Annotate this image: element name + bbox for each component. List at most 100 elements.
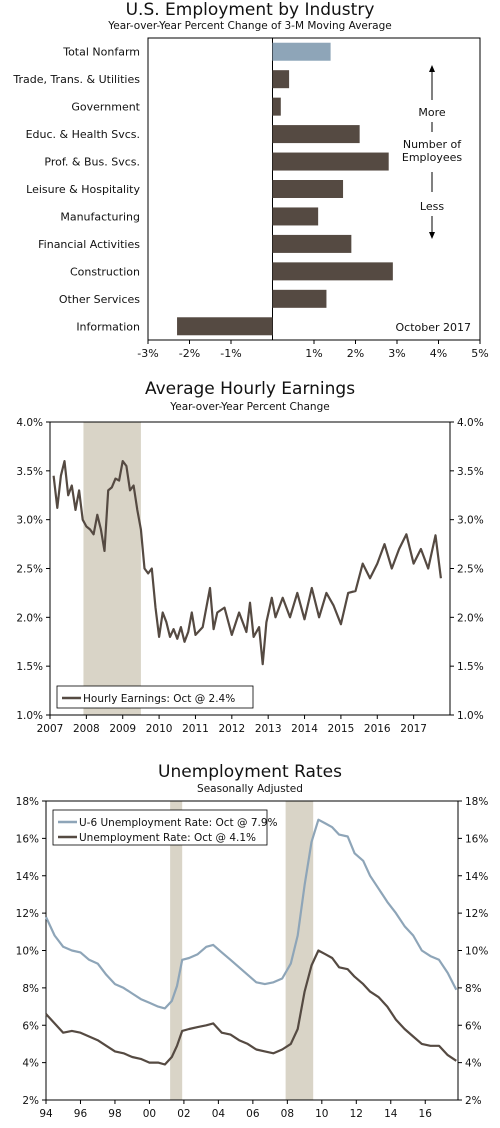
earnings-line-chart: 4.0% 4.0% 3.5% 3.5% 3.0% 3.0% 2.5% 2.5% 2.0% 2.0%… — [16, 417, 484, 735]
arrow-down-head — [429, 232, 435, 239]
x-tick-label: 1% — [305, 347, 322, 360]
y-tick-label-left: 4% — [22, 1058, 39, 1070]
x-tick-label: 2013 — [255, 723, 282, 735]
x-tick-label: 2014 — [291, 723, 318, 735]
x-tick-label: 2012 — [218, 723, 245, 735]
legend-box — [52, 809, 268, 846]
y-tick-label-right: 18% — [465, 796, 488, 808]
y-tick-label-left: 2% — [22, 1095, 39, 1107]
annotation-number: Number of — [403, 138, 462, 151]
earnings-panel: Average Hourly Earnings Year-over-Year P… — [0, 375, 500, 745]
y-tick-label-right: 1.5% — [457, 661, 484, 673]
legend-label: Hourly Earnings: Oct @ 2.4% — [83, 693, 235, 705]
bar — [272, 97, 281, 116]
y-tick-label-right: 12% — [465, 908, 488, 920]
annotation-more: More — [418, 106, 446, 119]
category-label: Educ. & Health Svcs. — [26, 128, 140, 141]
y-tick-label-right: 10% — [465, 946, 488, 958]
x-tick-label: 2008 — [73, 723, 100, 735]
y-tick-label-left: 2.0% — [16, 612, 43, 624]
legend-label: Unemployment Rate: Oct @ 4.1% — [79, 832, 256, 844]
x-tick-label: 04 — [212, 1108, 226, 1120]
bar — [272, 152, 389, 171]
chart-subtitle: Seasonally Adjusted — [197, 783, 303, 795]
legend-box — [56, 685, 254, 709]
category-label: Government — [71, 101, 140, 114]
category-label: Manufacturing — [60, 210, 140, 223]
bar — [272, 125, 360, 144]
bar — [272, 70, 290, 89]
bar — [272, 207, 319, 226]
x-tick-label: -1% — [220, 347, 241, 360]
x-tick-label: 16 — [419, 1108, 433, 1120]
employment-bar-chart: Total Nonfarm Trade, Trans. & Utilities Go… — [12, 37, 489, 360]
x-tick-label: 2010 — [146, 723, 173, 735]
x-tick-label: 2017 — [400, 723, 427, 735]
y-tick-label-left: 6% — [22, 1020, 39, 1032]
series-line — [45, 818, 458, 1010]
x-tick-label: 98 — [108, 1108, 121, 1120]
chart-subtitle: Year-over-Year Percent Change of 3-M Mov… — [108, 20, 392, 32]
date-label: October 2017 — [395, 321, 471, 334]
x-tick-label: 10 — [315, 1108, 328, 1120]
x-tick-label: 3% — [388, 347, 405, 360]
x-tick-label: -3% — [137, 347, 158, 360]
y-tick-label-left: 4.0% — [16, 417, 43, 429]
y-tick-label-right: 16% — [465, 833, 488, 845]
x-tick-label: 2016 — [364, 723, 391, 735]
y-tick-label-left: 3.0% — [16, 515, 43, 527]
category-label: Financial Activities — [38, 238, 140, 251]
bar — [177, 317, 273, 336]
y-tick-label-right: 2% — [465, 1095, 482, 1107]
bar — [272, 262, 393, 281]
annotation-less: Less — [420, 200, 444, 213]
bar — [272, 42, 331, 61]
x-tick-label: 2% — [347, 347, 364, 360]
x-tick-label: 2015 — [328, 723, 355, 735]
x-tick-label: 2007 — [37, 723, 64, 735]
x-tick-label: 94 — [39, 1108, 53, 1120]
series-line — [52, 460, 442, 666]
y-tick-label-right: 4% — [465, 1058, 482, 1070]
bar — [272, 289, 327, 308]
chart-title: Unemployment Rates — [158, 762, 342, 782]
plot-frame — [45, 800, 459, 1101]
arrow-up-head — [429, 65, 435, 72]
y-tick-label-left: 12% — [16, 908, 39, 920]
category-label: Total Nonfarm — [62, 46, 140, 59]
y-tick-label-right: 2.0% — [457, 612, 484, 624]
y-tick-label-right: 6% — [465, 1020, 482, 1032]
series-line — [45, 949, 457, 1066]
unemployment-panel: Unemployment Rates Seasonally Adjusted 1… — [0, 760, 500, 1128]
category-label: Trade, Trans. & Utilities — [12, 73, 140, 86]
y-tick-label-left: 3.5% — [16, 466, 43, 478]
y-tick-label-left: 10% — [16, 946, 39, 958]
y-tick-label-right: 3.0% — [457, 515, 484, 527]
x-tick-label: 2011 — [182, 723, 209, 735]
x-tick-label: 08 — [281, 1108, 294, 1120]
y-tick-label-right: 1.0% — [457, 710, 484, 722]
x-tick-label: -2% — [179, 347, 200, 360]
y-tick-label-left: 18% — [16, 796, 39, 808]
chart-title: Average Hourly Earnings — [144, 379, 356, 399]
x-tick-label: 2009 — [109, 723, 136, 735]
y-tick-label-right: 2.5% — [457, 564, 484, 576]
category-label: Prof. & Bus. Svcs. — [44, 156, 140, 169]
x-tick-label: 12 — [350, 1108, 363, 1120]
x-tick-label: 00 — [143, 1108, 156, 1120]
recession-band — [285, 801, 314, 1100]
y-tick-label-left: 2.5% — [16, 564, 43, 576]
x-tick-label: 4% — [430, 347, 447, 360]
y-tick-label-right: 8% — [465, 983, 482, 995]
legend-label: U-6 Unemployment Rate: Oct @ 7.9% — [79, 817, 278, 829]
y-tick-label-right: 14% — [465, 871, 488, 883]
unemployment-line-chart: 18% 18% 16% 16% 14% 14% 12% 12% 10% 10% 8% 8% 6% 6% 4%… — [16, 796, 489, 1120]
recession-band — [170, 801, 183, 1100]
y-tick-label-left: 1.0% — [16, 710, 43, 722]
bar — [272, 180, 344, 198]
chart-title: U.S. Employment by Industry — [125, 0, 375, 20]
category-label: Information — [76, 320, 140, 333]
bar — [272, 234, 352, 253]
x-tick-label: 5% — [471, 347, 488, 360]
category-label: Leisure & Hospitality — [26, 183, 140, 196]
